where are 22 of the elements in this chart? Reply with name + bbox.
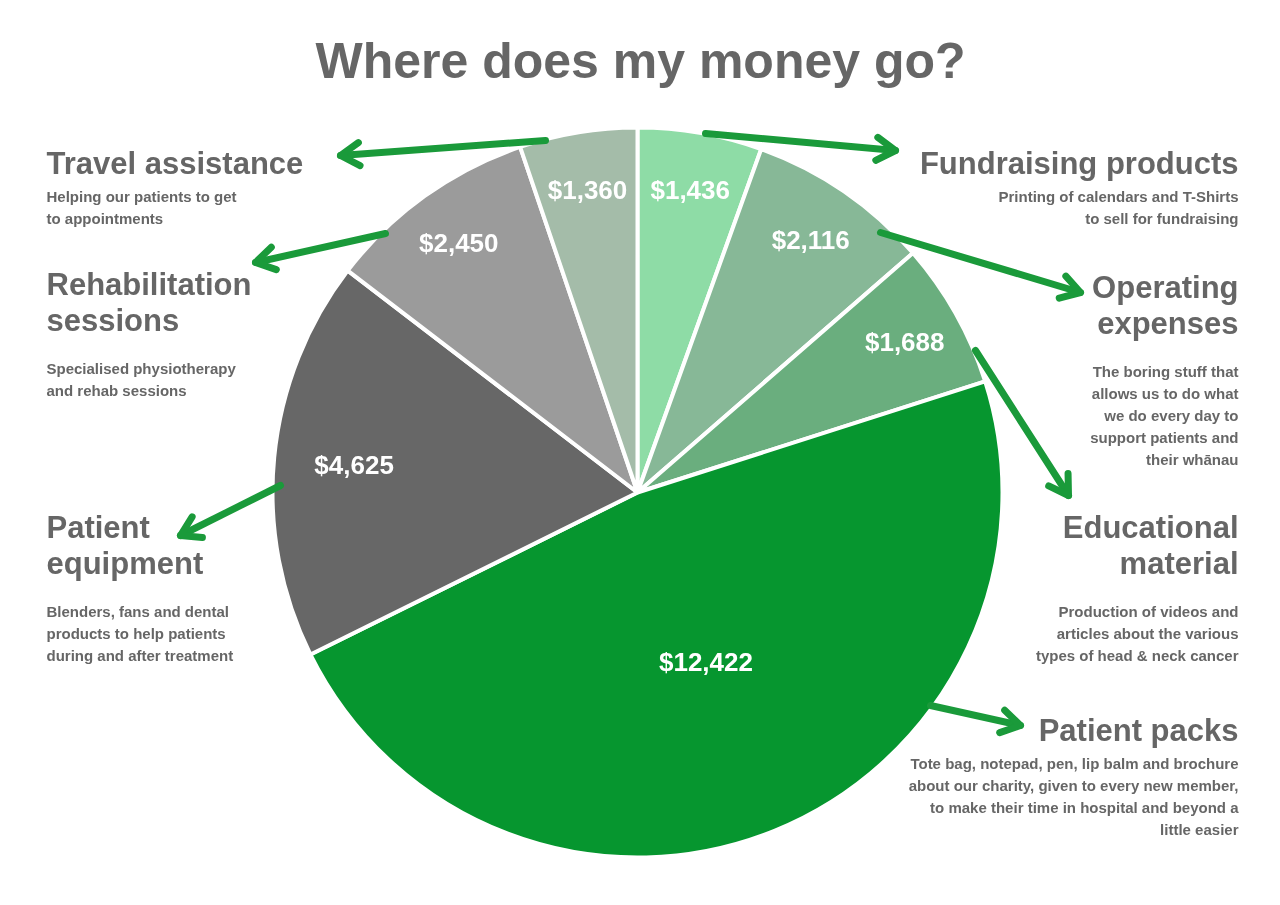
slice-label: Rehabilitation sessions [46,266,252,339]
data-label: $1,688 [864,327,945,358]
chart-title: Where does my money go? [315,32,966,89]
slice-label: Patient equipment [46,509,204,582]
slice-label: Patient packs [1038,713,1239,748]
data-label: $2,450 [419,228,499,259]
slice-label: Fundraising products [919,146,1239,181]
text: Helping our patients to get to appointments [46,187,237,227]
slice-label: Operating expenses [1092,269,1239,342]
text: Blenders, fans and dental products to help patients during and after treatment [46,602,234,664]
data-label: $4,625 [314,450,394,480]
slice-label: Travel assistance [46,146,304,181]
text: Production of videos and articles about the various types of head & neck cancer [1035,602,1239,664]
data-label: $1,436 [650,175,731,206]
text: Specialised physiotherapy and rehab sessions [46,359,237,399]
text: Printing of calendars and T-Shirts to sell for fundraising [998,187,1239,227]
data-label: $2,116 [771,224,850,255]
slice-label: Educational material [1062,509,1239,582]
data-label: $1,360 [547,175,628,205]
data-label: $12,422 [658,646,753,677]
text: Tote bag, notepad, pen, lip balm and brochure about our charity, given to every new member, to make their time in hospital and beyond a little easier [908,754,1240,838]
text: The boring stuff that allows us to do what we do every day to support patients and their whānau [1090,362,1239,468]
